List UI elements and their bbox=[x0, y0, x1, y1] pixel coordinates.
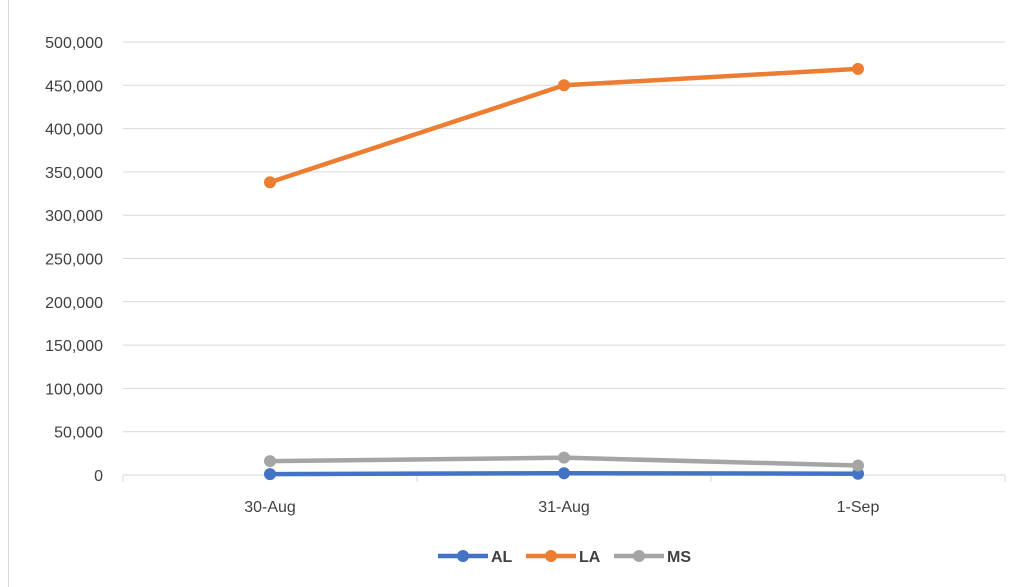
x-tick-label: 1-Sep bbox=[837, 499, 880, 516]
x-tick-label: 30-Aug bbox=[244, 499, 296, 516]
data-point-ms bbox=[852, 459, 864, 472]
legend-swatch-marker bbox=[545, 550, 557, 562]
y-tick-label: 200,000 bbox=[45, 295, 103, 312]
series-ms bbox=[264, 451, 864, 472]
legend-label: LA bbox=[579, 549, 601, 566]
gridlines bbox=[123, 41, 1005, 433]
y-tick-label: 150,000 bbox=[45, 338, 103, 355]
series-al bbox=[264, 467, 864, 481]
y-tick-label: 0 bbox=[94, 468, 103, 485]
y-tick-label: 50,000 bbox=[54, 425, 103, 442]
legend-swatch-marker bbox=[633, 550, 645, 562]
legend-item-al: AL bbox=[438, 549, 513, 566]
legend: AL LA MS bbox=[438, 549, 691, 566]
data-point-al bbox=[852, 467, 864, 480]
y-tick-label: 350,000 bbox=[45, 165, 103, 182]
series-lines bbox=[264, 62, 864, 481]
x-tick-label: 31-Aug bbox=[538, 499, 590, 516]
data-point-al bbox=[264, 468, 276, 481]
y-tick-label: 100,000 bbox=[45, 381, 103, 398]
legend-swatch-marker bbox=[457, 550, 469, 562]
data-point-al bbox=[558, 467, 570, 480]
legend-item-la: LA bbox=[526, 549, 601, 566]
y-tick-label: 500,000 bbox=[45, 35, 103, 52]
y-tick-label: 250,000 bbox=[45, 252, 103, 269]
y-tick-label: 450,000 bbox=[45, 78, 103, 95]
legend-item-ms: MS bbox=[614, 549, 691, 566]
y-tick-label: 400,000 bbox=[45, 122, 103, 139]
legend-label: AL bbox=[491, 549, 513, 566]
data-point-la bbox=[558, 79, 570, 92]
data-point-ms bbox=[264, 455, 276, 468]
data-point-la bbox=[264, 176, 276, 189]
y-tick-label: 300,000 bbox=[45, 208, 103, 225]
x-axis-tick-labels: 30-Aug 31-Aug 1-Sep bbox=[244, 499, 879, 516]
data-point-la bbox=[852, 62, 864, 75]
data-point-ms bbox=[558, 451, 570, 464]
frame-left-border bbox=[8, 0, 9, 587]
series-la bbox=[264, 62, 864, 189]
y-axis-tick-labels: 0 50,000 100,000 150,000 200,000 250,000 300,0… bbox=[45, 35, 103, 485]
legend-label: MS bbox=[667, 549, 691, 566]
